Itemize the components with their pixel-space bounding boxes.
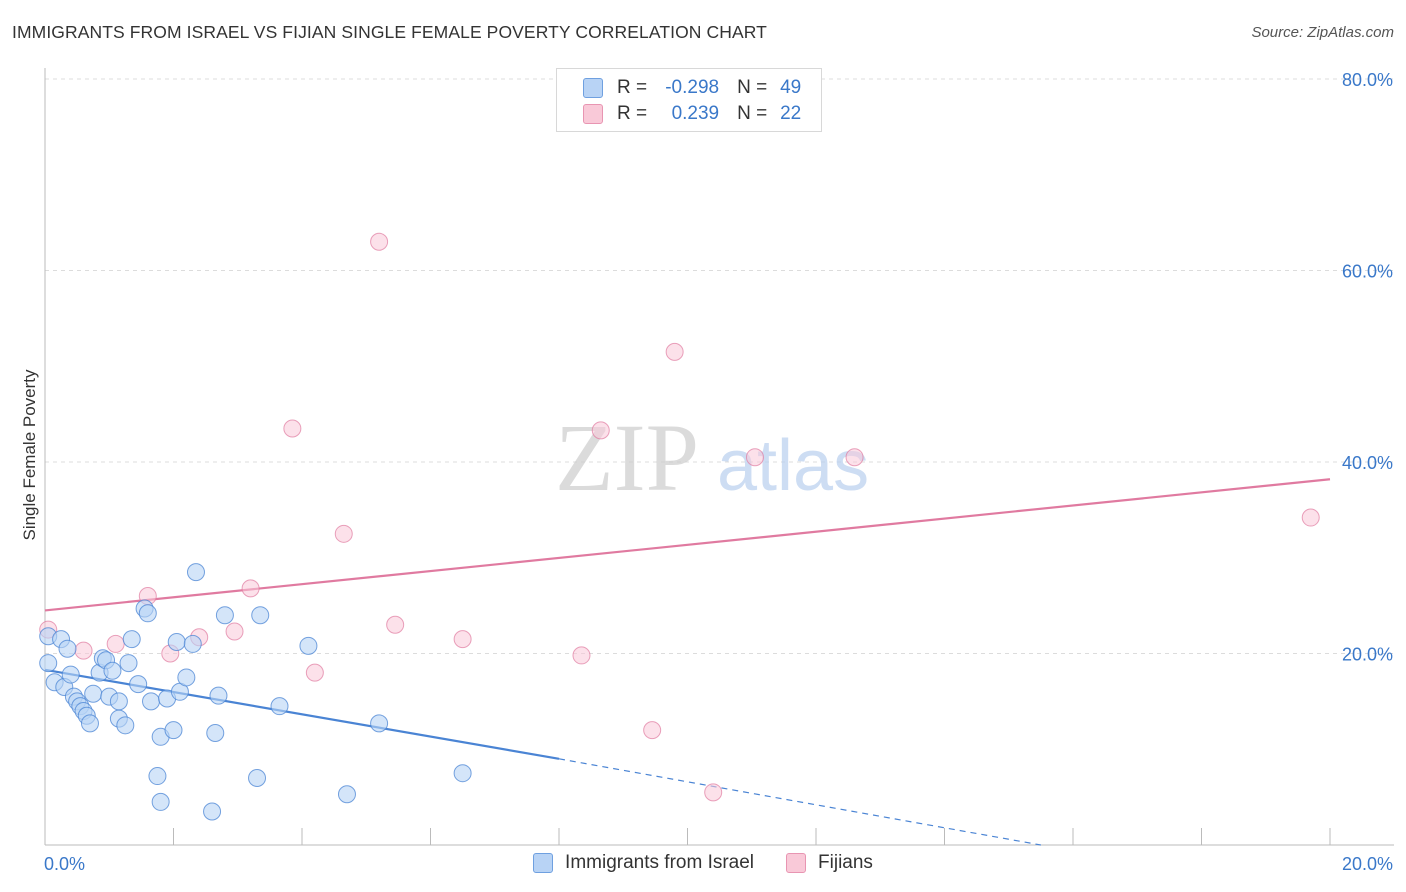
x-ticks [173, 828, 1331, 845]
point-israel [84, 684, 103, 703]
legend-r-value: -0.298 [665, 77, 720, 98]
point-fijians [386, 615, 405, 634]
point-israel [58, 639, 77, 658]
point-fijians [225, 622, 244, 641]
point-fijians [453, 630, 472, 649]
point-fijians [591, 421, 610, 440]
point-fijians [572, 646, 591, 665]
legend-swatch-israel [583, 78, 603, 98]
point-fijians [704, 783, 723, 802]
point-israel [164, 721, 183, 740]
watermark-zip: ZIP [555, 404, 699, 511]
point-israel [183, 634, 202, 653]
point-fijians [370, 232, 389, 251]
source-label: Source: ZipAtlas.com [1251, 24, 1394, 41]
point-fijians [241, 579, 260, 598]
point-israel [122, 630, 141, 649]
legend-swatch-israel [533, 853, 554, 873]
legend-n-value: 22 [780, 103, 802, 124]
point-israel [186, 563, 205, 582]
point-israel [167, 633, 186, 652]
point-israel [206, 723, 225, 742]
y-tick-label: 20.0% [1342, 645, 1393, 665]
point-israel [299, 636, 318, 655]
legend-swatch-fijians [583, 104, 603, 124]
legend-swatch-fijians [786, 853, 807, 873]
legend-r-label: R = [617, 103, 648, 124]
point-israel [116, 716, 135, 735]
data-points [39, 232, 1320, 821]
point-fijians [665, 342, 684, 361]
point-israel [248, 768, 267, 787]
watermark-atlas: atlas [717, 426, 869, 506]
legend-r-label: R = [617, 77, 648, 98]
point-israel [209, 686, 228, 705]
axes [44, 68, 1394, 846]
y-axis-label: Single Female Poverty [20, 369, 39, 541]
point-israel [215, 606, 234, 625]
y-tick-label: 40.0% [1342, 453, 1393, 473]
point-fijians [334, 524, 353, 543]
point-israel [39, 654, 58, 673]
point-fijians [745, 448, 764, 467]
x-tick-label-min: 0.0% [44, 854, 85, 874]
point-israel [103, 661, 122, 680]
point-fijians [106, 634, 125, 653]
trend-lines [44, 478, 1331, 846]
legend-label-israel: Immigrants from Israel [565, 852, 755, 873]
point-fijians [74, 641, 93, 660]
y-tick-label: 60.0% [1342, 262, 1393, 282]
watermark: ZIP atlas [555, 404, 869, 511]
legend-n-label: N = [737, 103, 768, 124]
point-israel [142, 692, 161, 711]
legend-row-israel: R = -0.298 N = 49 [583, 76, 801, 100]
y-tick-labels: 20.0% 40.0% 60.0% 80.0% [1342, 70, 1393, 665]
point-israel [177, 668, 196, 687]
point-israel [270, 697, 289, 716]
point-fijians [1301, 508, 1320, 527]
point-israel [119, 654, 138, 673]
legend-r-value: 0.239 [671, 103, 720, 124]
point-israel [129, 675, 148, 694]
point-israel [251, 606, 270, 625]
x-tick-label-max: 20.0% [1342, 854, 1393, 874]
point-fijians [283, 419, 302, 438]
legend-row-fijians: R = 0.239 N = 22 [583, 102, 801, 126]
trendline-israel-extension [558, 758, 1041, 846]
point-israel [138, 604, 157, 623]
point-israel [80, 714, 99, 733]
point-israel [337, 785, 356, 804]
point-fijians [305, 663, 324, 682]
legend-label-fijians: Fijians [818, 852, 873, 873]
legend-n-value: 49 [780, 77, 802, 98]
legend-item-fijians: Fijians [786, 852, 873, 874]
point-israel [453, 764, 472, 783]
point-israel [148, 767, 167, 786]
point-israel [370, 714, 389, 733]
series-legend: Immigrants from Israel Fijians [0, 852, 1406, 874]
y-tick-label: 80.0% [1342, 70, 1393, 90]
point-israel [61, 665, 80, 684]
point-israel [203, 802, 222, 821]
point-israel [109, 692, 128, 711]
legend-item-israel: Immigrants from Israel [533, 852, 754, 874]
point-fijians [643, 721, 662, 740]
gridlines [45, 78, 1394, 654]
correlation-legend: R = -0.298 N = 49 R = 0.239 N = 22 [556, 68, 822, 132]
point-fijians [845, 448, 864, 467]
legend-n-label: N = [737, 77, 768, 98]
point-israel [151, 792, 170, 811]
chart-title: IMMIGRANTS FROM ISRAEL VS FIJIAN SINGLE … [12, 22, 767, 42]
